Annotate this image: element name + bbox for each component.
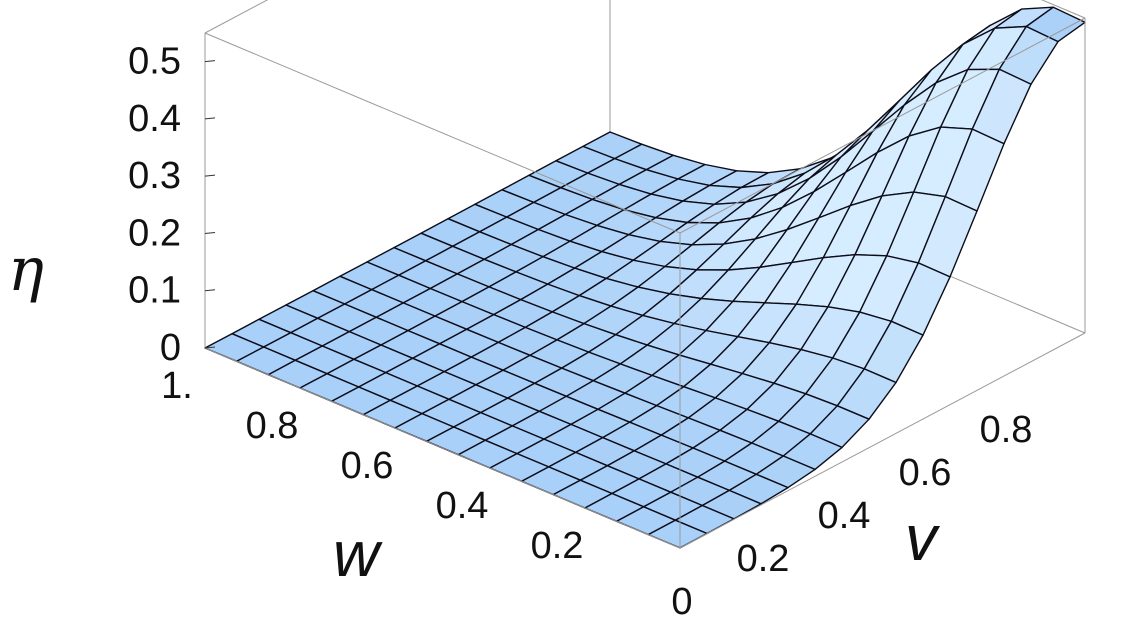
- box-edge: [679, 17, 1086, 234]
- w-tick-label: 0.2: [531, 525, 584, 567]
- v-axis-title: v: [905, 502, 941, 574]
- w-tick-label: 1.: [161, 365, 193, 407]
- z-tick-label: 0.4: [128, 98, 181, 140]
- w-tick-label: 0.6: [341, 445, 394, 487]
- z-tick-label: 0.5: [128, 41, 181, 83]
- w-axis-ticks: 0.2 0.4 0.6 0.8 1.: [161, 365, 583, 567]
- v-tick-label: 0.6: [899, 452, 952, 494]
- v-tick-label: 0.8: [980, 409, 1033, 451]
- v-axis-ticks: 0 0.2 0.4 0.6 0.8: [671, 409, 1032, 623]
- surface-mesh: [204, 6, 1086, 549]
- z-tick-label: 0: [160, 327, 181, 369]
- v-tick-label: 0.4: [818, 495, 871, 537]
- z-tick-label: 0.2: [128, 212, 181, 254]
- z-tick-mark: [204, 60, 216, 63]
- z-tick-mark: [204, 174, 216, 177]
- v-tick-label: 0.2: [737, 538, 790, 580]
- z-tick-label: 0.3: [128, 155, 181, 197]
- w-tick-label: 0.8: [246, 405, 299, 447]
- z-tick-mark: [204, 117, 216, 120]
- z-tick-mark: [204, 231, 216, 234]
- w-tick-label: 0.4: [436, 485, 489, 527]
- bounding-box-front: [204, 17, 1086, 549]
- box-edge: [204, 347, 681, 549]
- z-axis-title: η: [8, 235, 44, 305]
- z-tick-mark: [204, 289, 216, 292]
- z-tick-mark: [204, 346, 216, 349]
- z-tick-label: 0.1: [128, 270, 181, 312]
- z-axis-ticks: 0 0.1 0.2 0.3 0.4 0.5: [128, 41, 216, 369]
- box-edge: [204, 32, 681, 234]
- v-tick-label: 0: [671, 581, 692, 623]
- box-edge: [204, 0, 269, 34]
- box-edge: [679, 332, 1086, 549]
- w-axis-title: w: [333, 518, 383, 590]
